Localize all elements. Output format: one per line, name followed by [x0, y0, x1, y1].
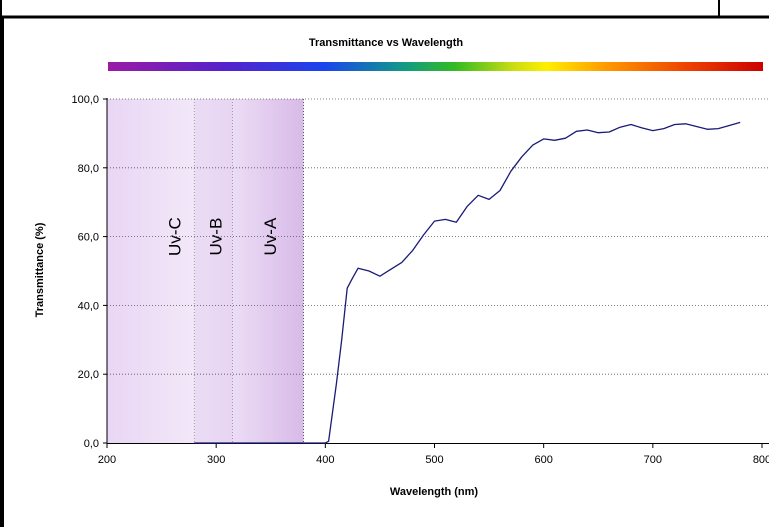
- x-axis-label: Wavelength (nm): [390, 486, 479, 498]
- x-axis-ticks: 200 300 400 500 600 700 800: [98, 443, 769, 466]
- y-tick-label: 0,0: [84, 438, 99, 450]
- x-tick-label: 200: [98, 454, 116, 466]
- uv-band: [107, 99, 195, 443]
- x-tick-label: 700: [644, 454, 662, 466]
- y-tick-label: 80,0: [78, 163, 99, 175]
- x-tick-label: 300: [207, 454, 225, 466]
- outer-frame-top: [0, 0, 769, 18]
- series-lines: [194, 121, 741, 444]
- x-tick-label: 500: [425, 454, 443, 466]
- uv-band: [194, 99, 233, 443]
- uv-band: [232, 99, 304, 443]
- y-axis-label: Transmittance (%): [34, 222, 46, 317]
- x-tick-label: 600: [534, 454, 552, 466]
- gridlines: [107, 98, 769, 375]
- x-tick-label: 400: [316, 454, 334, 466]
- y-axis-ticks: 0,0 20,0 40,0 60,0 80,0 100,0: [71, 94, 107, 450]
- y-tick-label: 60,0: [78, 232, 99, 244]
- spectrum-bar: [108, 62, 763, 71]
- uv-band-label: Uv-A: [261, 217, 280, 255]
- outer-frame-left: [0, 0, 4, 527]
- y-tick-label: 40,0: [78, 300, 99, 312]
- y-tick-label: 20,0: [78, 369, 99, 381]
- x-tick-label: 800: [753, 454, 769, 466]
- uv-band-label: Uv-C: [166, 217, 185, 256]
- uv-bands: Uv-C Uv-B Uv-A: [107, 99, 304, 443]
- series-line: [194, 121, 741, 444]
- y-tick-label: 100,0: [71, 94, 99, 106]
- chart-title: Transmittance vs Wavelength: [309, 37, 464, 49]
